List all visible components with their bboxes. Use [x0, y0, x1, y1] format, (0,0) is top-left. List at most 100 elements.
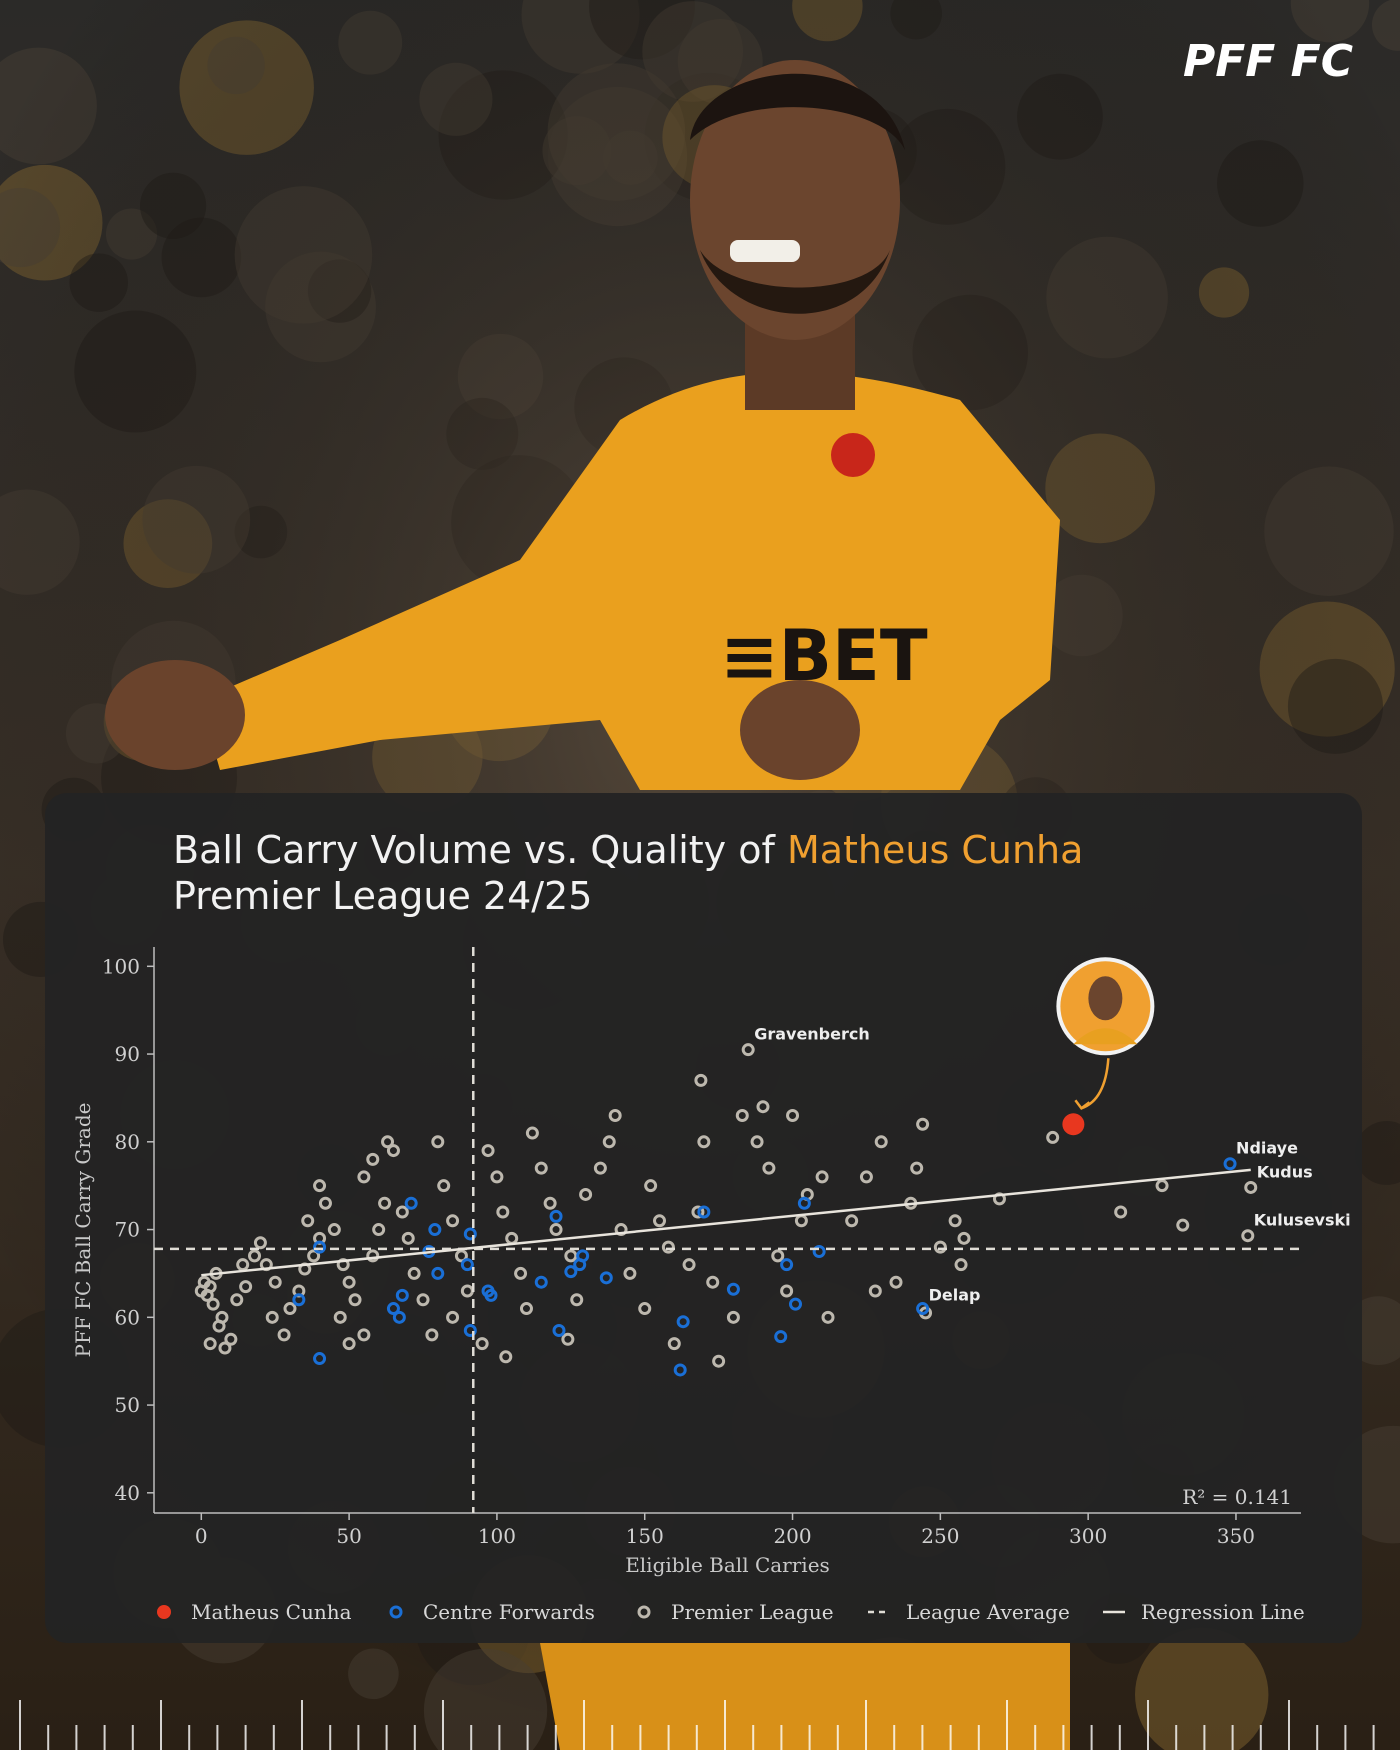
data-point: [788, 1297, 802, 1311]
legend-label: Premier League: [671, 1600, 834, 1624]
data-point: [404, 1196, 418, 1210]
data-point: [313, 1179, 327, 1193]
legend-marker: [389, 1605, 403, 1619]
data-point: [676, 1315, 690, 1329]
point-annotation: Delap: [929, 1285, 981, 1304]
data-point: [1223, 1157, 1237, 1171]
y-tick-label: 50: [115, 1393, 140, 1417]
data-point: [726, 1310, 740, 1324]
avatar-arrowhead: [1074, 1099, 1091, 1111]
chart-subtitle: Premier League 24/25: [173, 874, 592, 918]
x-tick-label: 350: [1217, 1524, 1255, 1548]
y-tick-label: 60: [115, 1305, 140, 1329]
data-point: [218, 1341, 232, 1355]
r-squared: R² = 0.141: [1182, 1485, 1292, 1509]
player-photo: ≡BET: [105, 60, 1070, 1750]
x-tick-label: 300: [1069, 1524, 1107, 1548]
data-point: [372, 1223, 386, 1237]
data-point: [552, 1323, 566, 1337]
data-point: [780, 1258, 794, 1272]
data-point: [206, 1297, 220, 1311]
data-point: [336, 1258, 350, 1272]
data-point: [460, 1258, 474, 1272]
data-point: [845, 1214, 859, 1228]
data-point: [454, 1249, 468, 1263]
data-point: [386, 1302, 400, 1316]
data-point: [741, 1043, 755, 1057]
data-point: [593, 1161, 607, 1175]
title-text: Ball Carry Volume vs. Quality of: [173, 828, 776, 872]
hair: [690, 73, 905, 150]
data-point: [463, 1323, 477, 1337]
data-point: [673, 1363, 687, 1377]
data-point: [490, 1170, 504, 1184]
data-point: [623, 1266, 637, 1280]
title-highlight: Matheus Cunha: [787, 828, 1083, 872]
data-point: [786, 1108, 800, 1122]
teeth: [730, 240, 800, 262]
data-point: [499, 1350, 513, 1364]
x-tick-label: 250: [921, 1524, 959, 1548]
data-point: [366, 1249, 380, 1263]
chart-title: Ball Carry Volume vs. Quality of Matheus…: [173, 828, 1083, 872]
data-point: [446, 1214, 460, 1228]
data-point: [342, 1337, 356, 1351]
data-point: [342, 1275, 356, 1289]
data-point: [425, 1328, 439, 1342]
data-point: [253, 1236, 267, 1250]
data-point: [437, 1179, 451, 1193]
data-point: [1244, 1180, 1258, 1194]
data-point: [203, 1337, 217, 1351]
head: [690, 60, 900, 340]
data-point: [599, 1271, 613, 1285]
data-point: [667, 1337, 681, 1351]
jersey-sponsor: ≡BET: [720, 615, 928, 697]
beard: [700, 250, 890, 314]
poppy: [831, 433, 875, 477]
avatar-shoulders: [1073, 1028, 1138, 1045]
data-point: [933, 1240, 947, 1254]
data-point: [327, 1223, 341, 1237]
point-annotation: Kulusevski: [1254, 1211, 1351, 1230]
legend-label: Regression Line: [1141, 1600, 1305, 1624]
data-point: [386, 1144, 400, 1158]
data-point: [401, 1231, 415, 1245]
data-point: [661, 1240, 675, 1254]
data-point: [446, 1310, 460, 1324]
data-point: [428, 1223, 442, 1237]
data-point: [874, 1135, 888, 1149]
data-point: [653, 1214, 667, 1228]
point-annotation: Ndiaye: [1236, 1139, 1298, 1158]
data-point: [313, 1240, 327, 1254]
data-point: [407, 1266, 421, 1280]
legend-marker: [637, 1605, 651, 1619]
data-point: [463, 1227, 477, 1241]
data-point: [576, 1249, 590, 1263]
data-point: [1241, 1229, 1255, 1243]
data-point: [1114, 1205, 1128, 1219]
data-point: [1046, 1130, 1060, 1144]
data-point: [248, 1249, 262, 1263]
data-point: [392, 1310, 406, 1324]
data-point: [381, 1135, 395, 1149]
data-point: [496, 1205, 510, 1219]
y-tick-label: 80: [115, 1130, 140, 1154]
data-point: [774, 1330, 788, 1344]
data-point: [318, 1196, 332, 1210]
data-point: [1176, 1218, 1190, 1232]
data-point: [564, 1249, 578, 1263]
avatar-head: [1088, 976, 1123, 1021]
data-point: [694, 1073, 708, 1087]
data-point: [484, 1288, 498, 1302]
data-point: [735, 1108, 749, 1122]
data-point: [762, 1161, 776, 1175]
data-point: [868, 1284, 882, 1298]
data-point: [292, 1293, 306, 1307]
data-point: [239, 1280, 253, 1294]
data-point: [230, 1293, 244, 1307]
data-point: [549, 1223, 563, 1237]
data-point: [614, 1223, 628, 1237]
data-point: [682, 1258, 696, 1272]
regression-line: [201, 1168, 1251, 1277]
